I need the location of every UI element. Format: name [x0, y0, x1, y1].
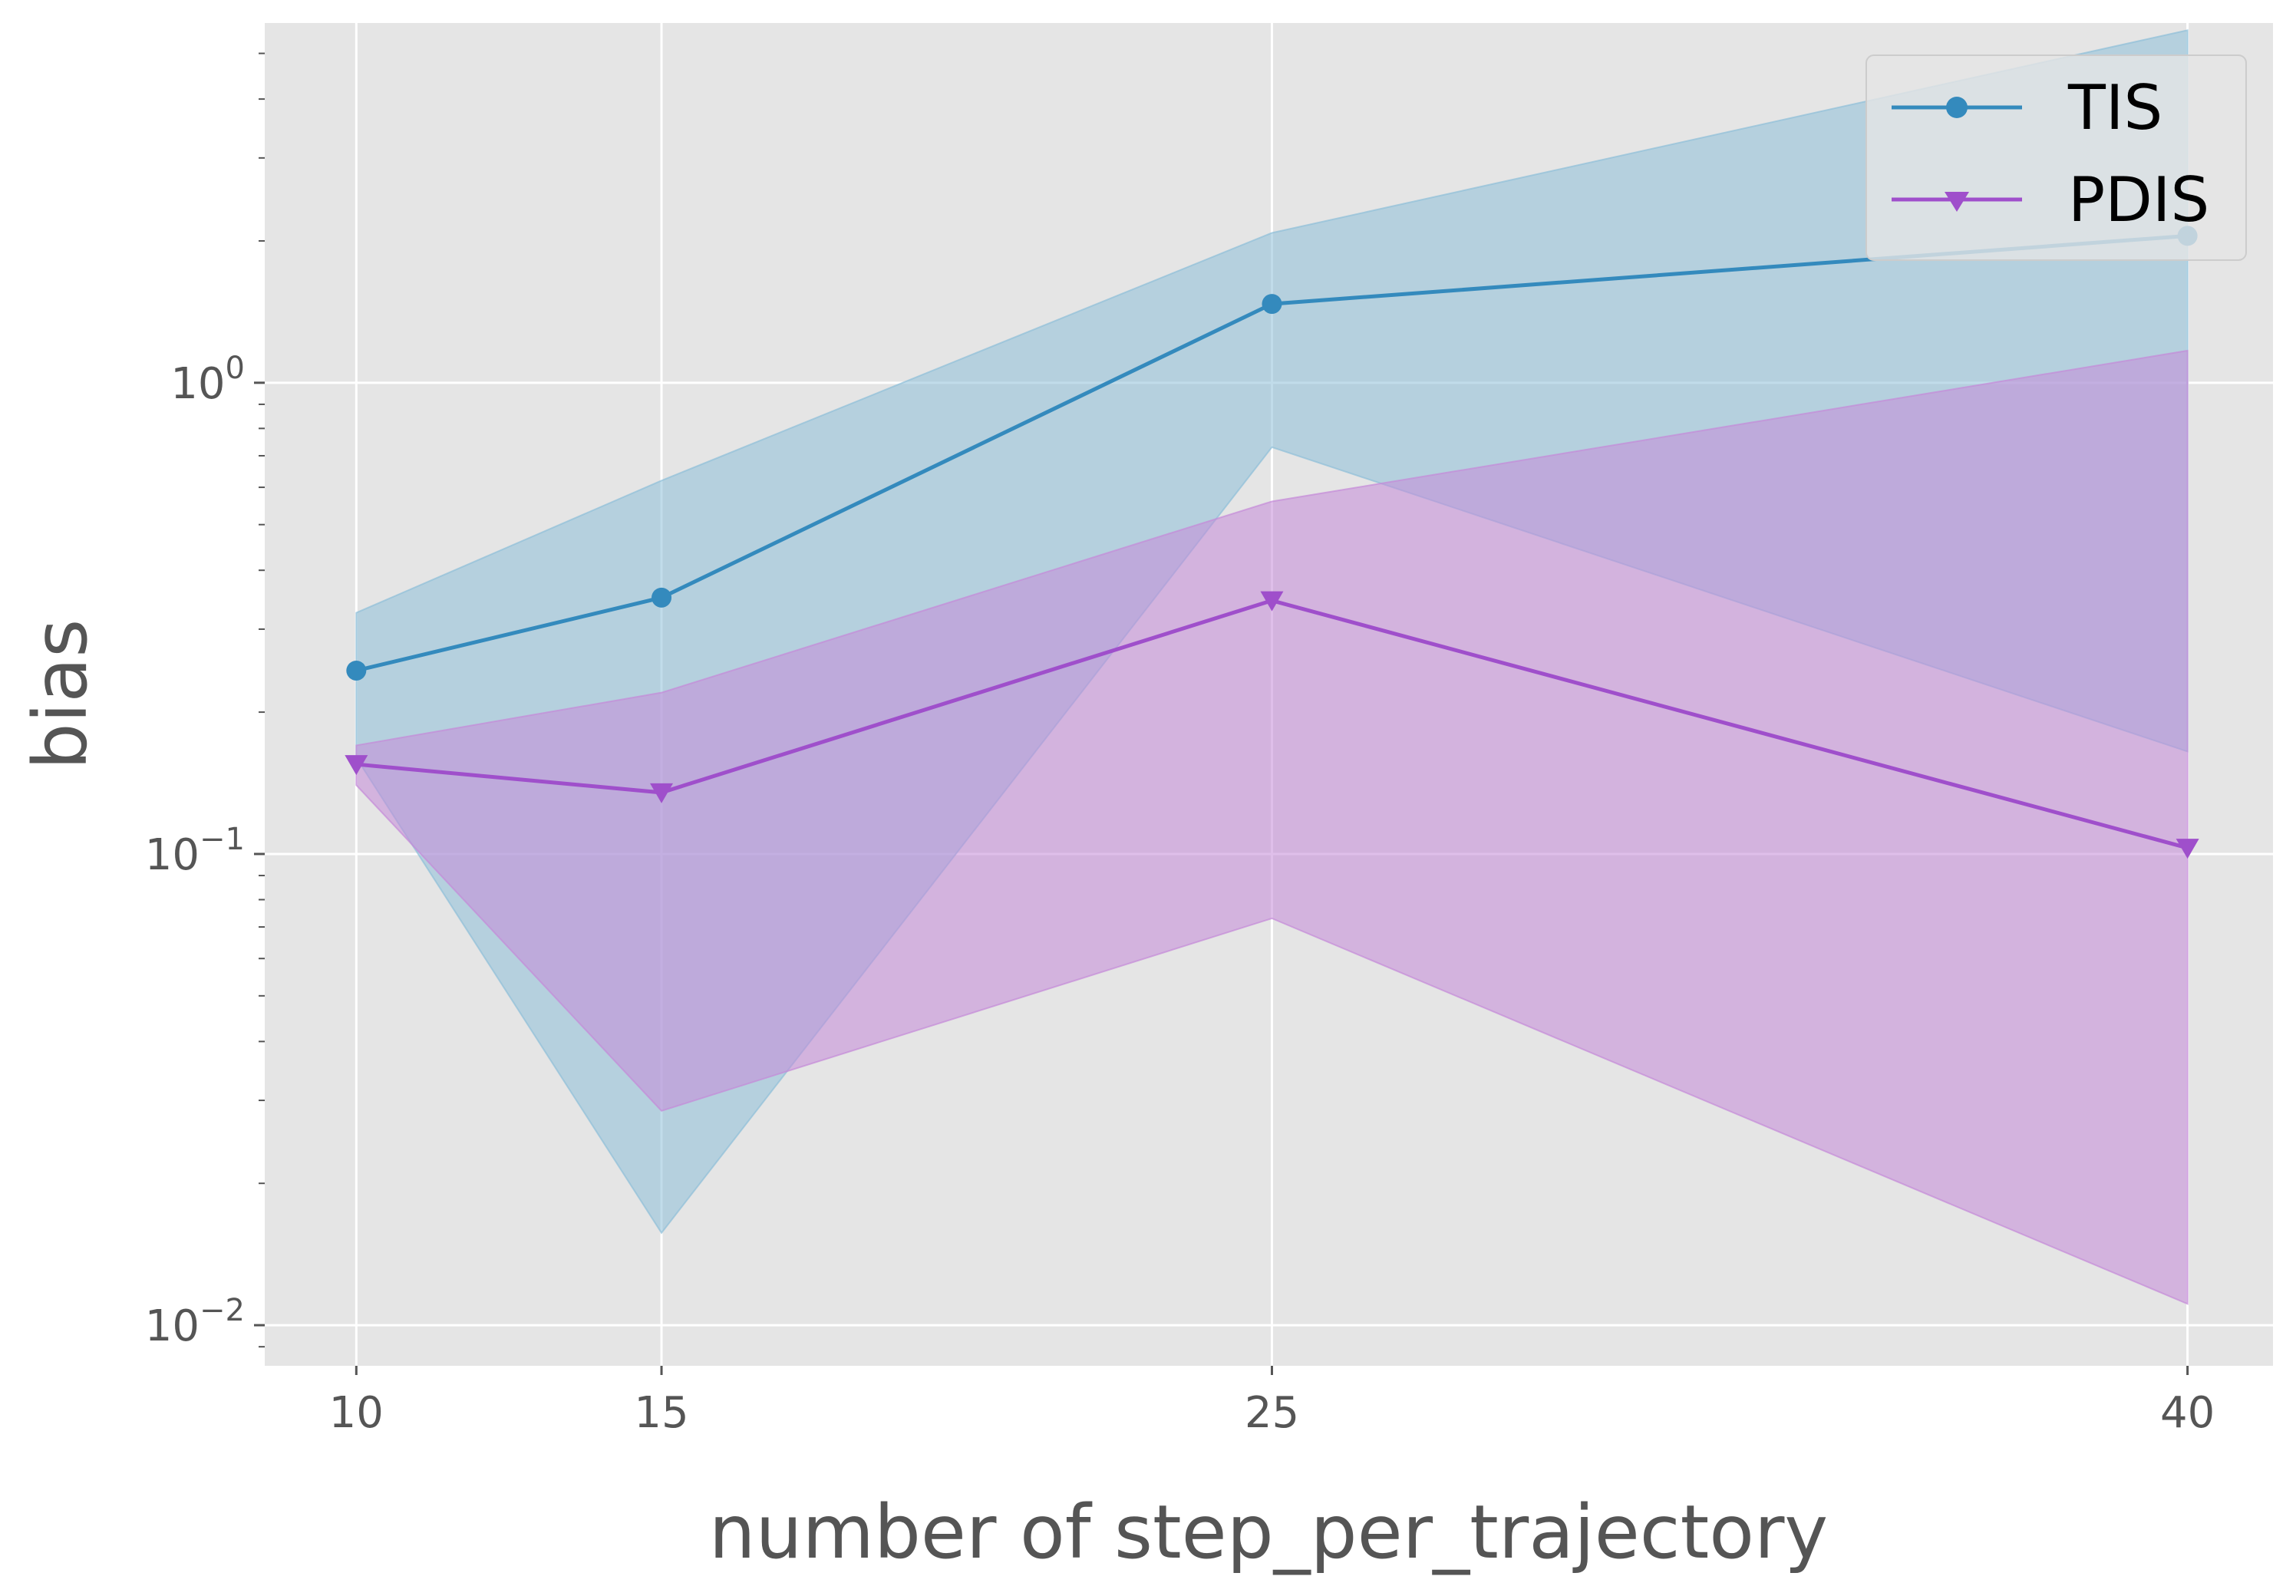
- point-tis: [346, 660, 367, 681]
- legend-tis-marker: [1946, 97, 1968, 118]
- y-tick-label: 10−2: [145, 1293, 245, 1351]
- series-markers: [345, 226, 2199, 859]
- legend-pdis-marker: [1945, 192, 1969, 212]
- y-tick-label: 100: [170, 351, 245, 409]
- point-pdis: [650, 783, 674, 803]
- series-lines: [355, 233, 2189, 850]
- line-pdis: [356, 598, 2189, 850]
- legend-tis-label: TIS: [2067, 72, 2162, 143]
- confidence-bands: [355, 29, 2189, 1305]
- band-pdis: [355, 349, 2189, 1305]
- point-pdis: [1260, 591, 1284, 612]
- x-tick-label: 10: [329, 1388, 384, 1438]
- legend-pdis-label: PDIS: [2068, 164, 2209, 236]
- point-pdis: [345, 755, 368, 776]
- x-tick-label: 40: [2160, 1388, 2215, 1438]
- point-tis: [652, 587, 672, 608]
- x-tick-label: 15: [634, 1388, 688, 1438]
- y-axis-ticks: 10−2 10−1 100: [145, 351, 265, 1351]
- x-axis-ticks: 10 15 25 40: [329, 1366, 2215, 1438]
- legend: TIS PDIS: [1866, 54, 2247, 261]
- point-tis: [1262, 294, 1282, 315]
- y-axis-label: bias: [18, 619, 104, 770]
- x-axis-label: number of step_per_trajectory: [709, 1489, 1828, 1575]
- point-pdis: [2176, 839, 2199, 859]
- y-minor-ticks: [259, 52, 265, 1348]
- x-tick-label: 25: [1245, 1388, 1299, 1438]
- line-tis: [355, 233, 2188, 673]
- y-tick-label: 10−1: [145, 822, 245, 880]
